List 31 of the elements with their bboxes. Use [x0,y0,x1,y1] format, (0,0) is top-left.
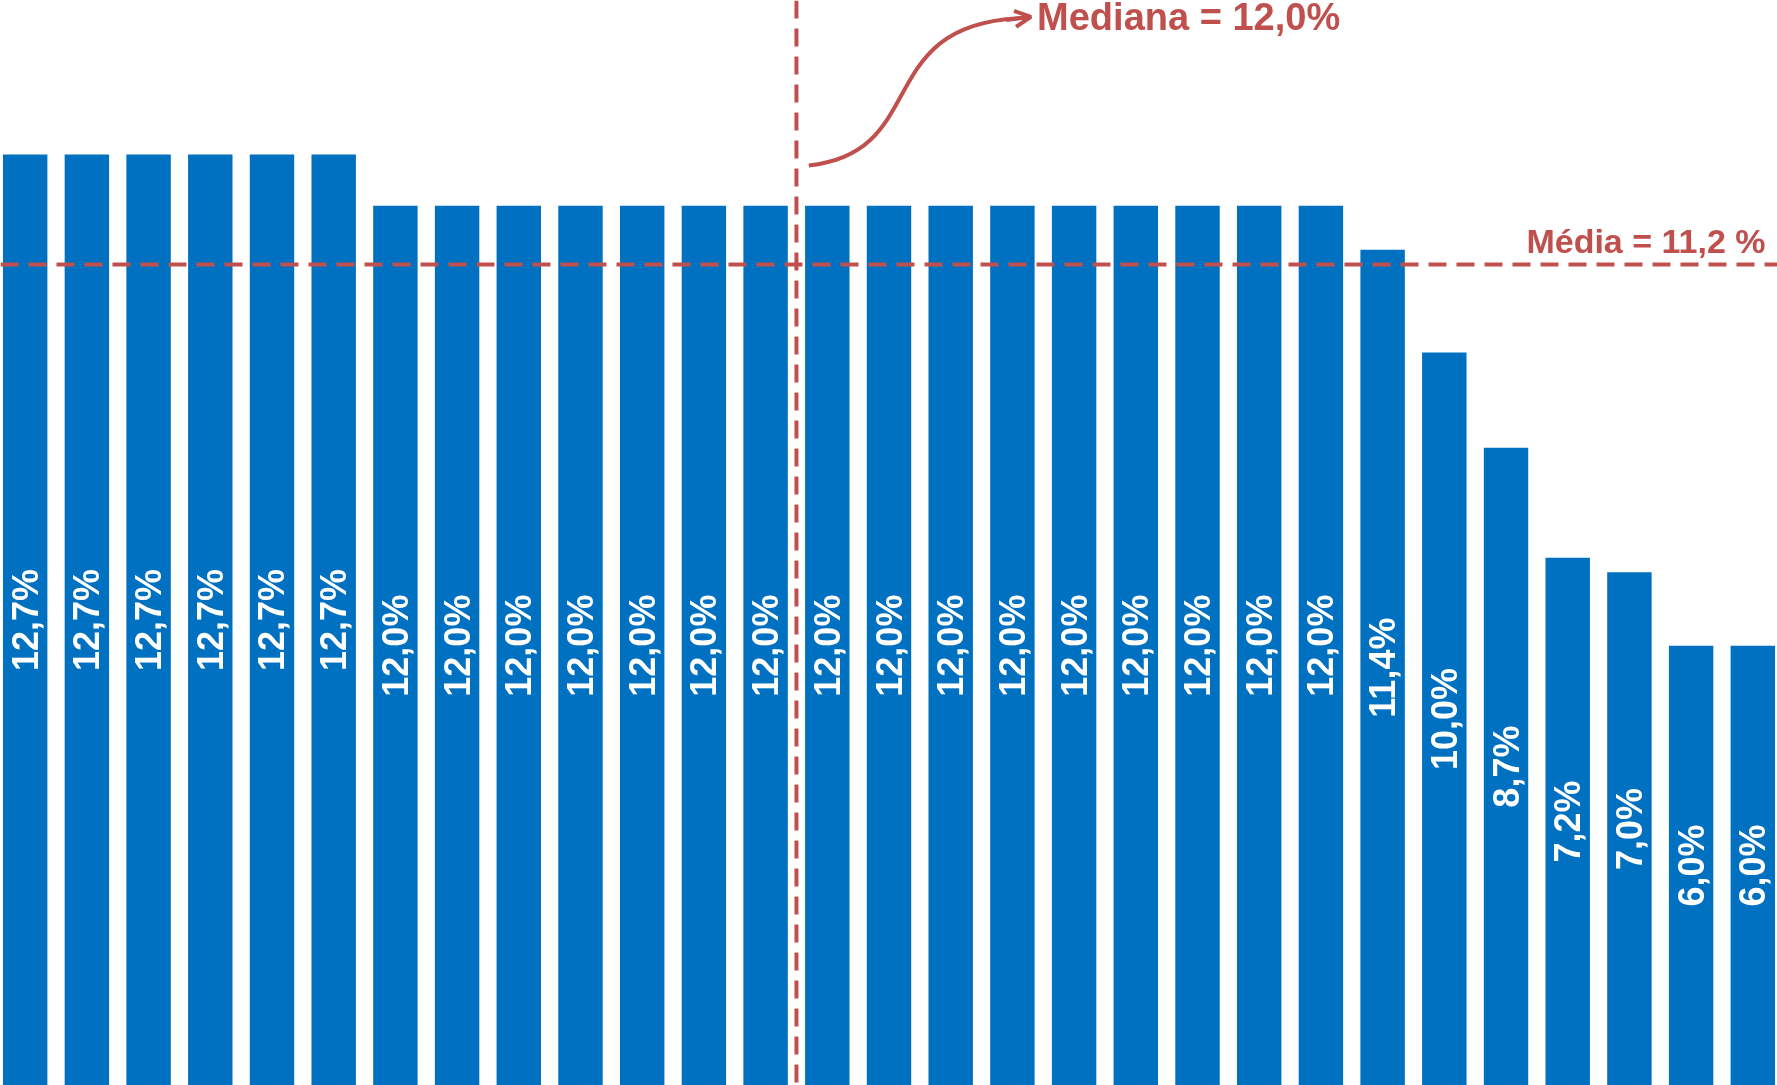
ref-line-label: Média = 11,2 % [1526,222,1766,261]
data-label: 12,7% [66,568,108,672]
data-label: 12,0% [498,594,540,697]
data-label: 12,0% [374,594,416,697]
data-label: 12,0% [683,594,725,697]
data-label: 12,0% [621,594,663,697]
data-label: 12,7% [128,568,170,672]
data-label: 12,0% [1177,594,1219,697]
data-label: 12,7% [189,568,231,672]
data-label: 12,0% [991,594,1033,697]
data-label: 12,0% [1115,594,1157,697]
data-label: 10,0% [1423,667,1465,770]
data-label: 6,0% [1732,824,1774,907]
data-label: 12,0% [806,594,848,697]
data-label: 12,7% [251,568,293,672]
data-label: 7,0% [1608,787,1650,870]
data-label: 12,0% [1053,594,1095,697]
data-label: 11,4% [1362,617,1404,718]
data-label: 6,0% [1670,824,1712,907]
data-label: 12,7% [313,568,355,672]
data-label: 7,2% [1547,780,1589,863]
data-label: 12,0% [930,594,972,697]
data-label: 12,0% [745,594,787,697]
data-label: 12,0% [436,594,478,697]
data-label: 12,0% [559,594,601,697]
annotation: Mediana = 12,0% [1037,0,1341,38]
data-label: 12,7% [4,568,46,672]
data-label: 8,7% [1485,725,1527,808]
data-label: 12,0% [1300,594,1342,697]
data-label: 12,0% [868,594,910,697]
data-label: 12,0% [1238,594,1280,697]
